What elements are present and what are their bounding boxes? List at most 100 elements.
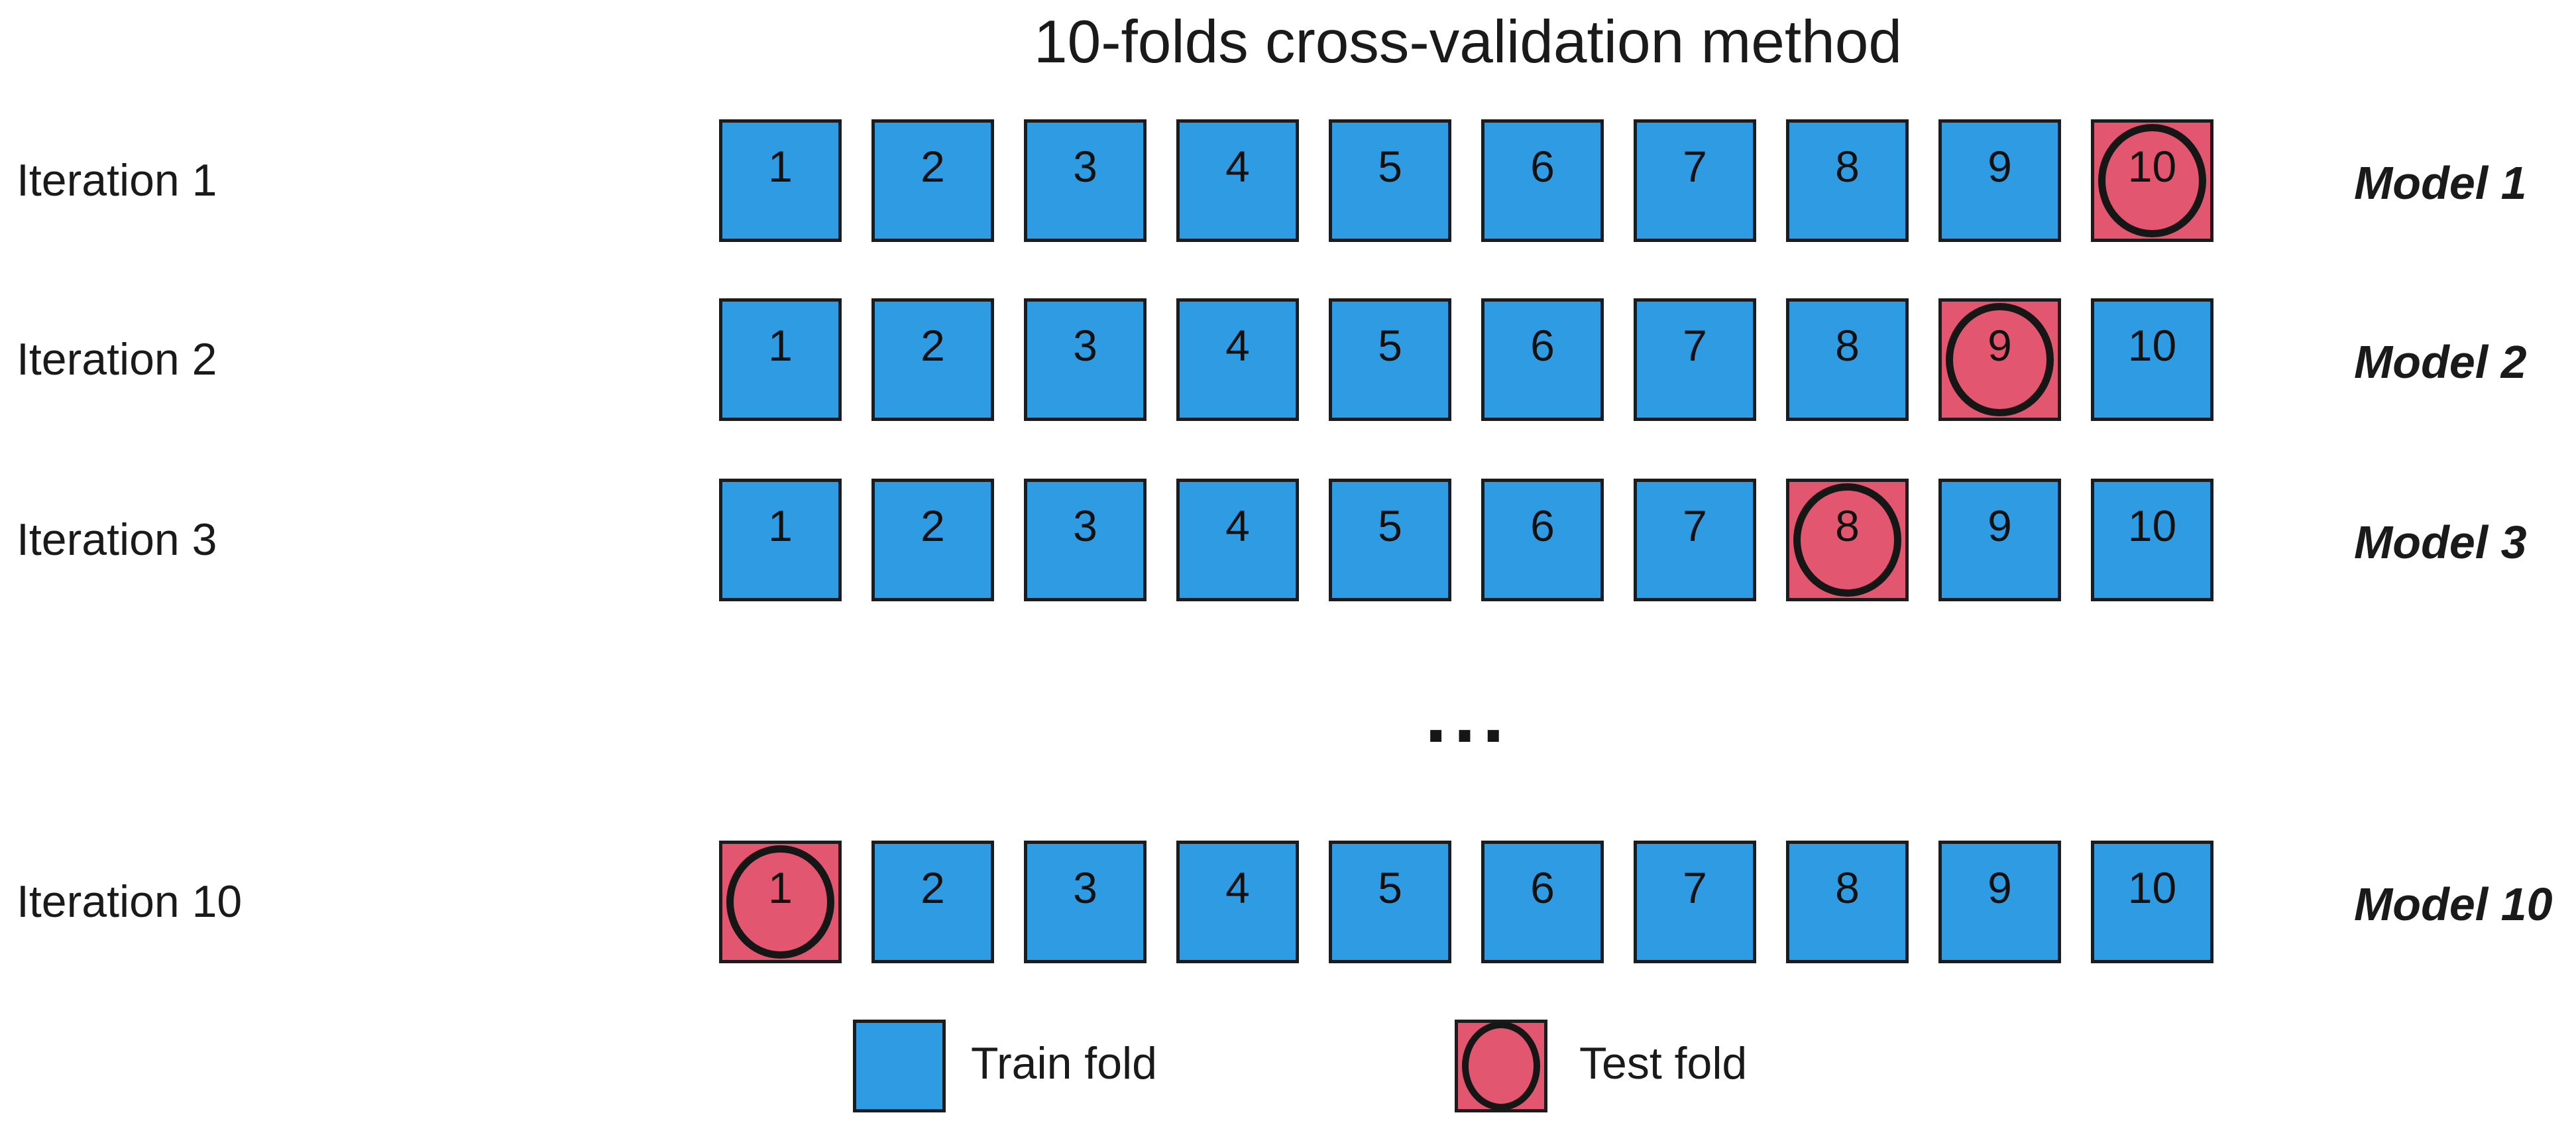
fold-row-iteration-1: 1 2 3 4 5 6 7 8 9 10 (719, 119, 2213, 242)
legend-train-swatch (853, 1020, 946, 1112)
model-1-label: Model 1 (2354, 157, 2527, 209)
fold-number: 4 (1225, 862, 1250, 912)
test-fold-cell: 10 (2091, 119, 2213, 242)
train-fold-cell: 8 (1786, 298, 1909, 421)
train-fold-cell: 5 (1329, 841, 1451, 963)
fold-number: 9 (1988, 862, 2012, 912)
train-fold-cell: 7 (1634, 841, 1756, 963)
fold-number: 3 (1073, 141, 1097, 191)
model-10-label: Model 10 (2354, 878, 2553, 930)
fold-number: 10 (2127, 320, 2177, 370)
fold-number: 2 (921, 862, 945, 912)
iteration-10-label: Iteration 10 (17, 876, 243, 927)
fold-number: 1 (768, 862, 793, 912)
fold-number: 7 (1683, 320, 1707, 370)
train-fold-cell: 7 (1634, 479, 1756, 601)
fold-number: 8 (1835, 320, 1860, 370)
train-fold-cell: 7 (1634, 119, 1756, 242)
train-fold-cell: 9 (1938, 119, 2061, 242)
fold-number: 6 (1530, 501, 1555, 550)
test-circle-icon (2098, 124, 2206, 237)
train-fold-cell: 6 (1481, 298, 1604, 421)
test-fold-cell: 8 (1786, 479, 1909, 601)
fold-number: 8 (1835, 501, 1860, 550)
fold-number: 4 (1225, 141, 1250, 191)
test-fold-cell: 1 (719, 841, 842, 963)
train-fold-cell: 3 (1024, 479, 1147, 601)
legend-test-label: Test fold (1579, 1038, 1748, 1089)
fold-number: 2 (921, 141, 945, 191)
train-fold-cell: 1 (719, 479, 842, 601)
fold-number: 6 (1530, 320, 1555, 370)
train-fold-cell: 5 (1329, 479, 1451, 601)
train-fold-cell: 8 (1786, 841, 1909, 963)
train-fold-cell: 10 (2091, 841, 2213, 963)
fold-row-iteration-10: 1 2 3 4 5 6 7 8 9 10 (719, 841, 2213, 963)
train-fold-cell: 6 (1481, 119, 1604, 242)
train-fold-cell: 8 (1786, 119, 1909, 242)
rows-ellipsis: ... (1424, 670, 1512, 759)
iteration-3-label: Iteration 3 (17, 514, 217, 565)
fold-number: 1 (768, 141, 793, 191)
fold-number: 1 (768, 320, 793, 370)
train-fold-cell: 4 (1176, 298, 1299, 421)
train-fold-cell: 1 (719, 298, 842, 421)
fold-number: 8 (1835, 862, 1860, 912)
model-3-label: Model 3 (2354, 516, 2527, 568)
iteration-2-label: Iteration 2 (17, 334, 217, 385)
train-fold-cell: 2 (871, 298, 994, 421)
fold-number: 5 (1378, 141, 1402, 191)
train-fold-cell: 6 (1481, 479, 1604, 601)
test-circle-icon (1793, 483, 1901, 597)
fold-number: 4 (1225, 501, 1250, 550)
fold-number: 2 (921, 320, 945, 370)
fold-number: 10 (2127, 141, 2177, 191)
fold-number: 7 (1683, 501, 1707, 550)
fold-number: 9 (1988, 141, 2012, 191)
fold-number: 9 (1988, 320, 2012, 370)
fold-number: 5 (1378, 320, 1402, 370)
train-fold-cell: 7 (1634, 298, 1756, 421)
test-fold-cell: 9 (1938, 298, 2061, 421)
train-fold-cell: 2 (871, 841, 994, 963)
fold-number: 6 (1530, 862, 1555, 912)
train-fold-cell: 3 (1024, 841, 1147, 963)
fold-number: 2 (921, 501, 945, 550)
iteration-1-label: Iteration 1 (17, 155, 217, 206)
fold-row-iteration-3: 1 2 3 4 5 6 7 8 9 10 (719, 479, 2213, 601)
train-fold-cell: 2 (871, 479, 994, 601)
fold-row-iteration-2: 1 2 3 4 5 6 7 8 9 10 (719, 298, 2213, 421)
fold-number: 8 (1835, 141, 1860, 191)
fold-number: 10 (2127, 501, 2177, 550)
test-circle-icon (726, 845, 834, 959)
train-fold-cell: 4 (1176, 479, 1299, 601)
fold-number: 1 (768, 501, 793, 550)
train-fold-cell: 4 (1176, 119, 1299, 242)
fold-number: 4 (1225, 320, 1250, 370)
train-fold-cell: 5 (1329, 119, 1451, 242)
train-fold-cell: 2 (871, 119, 994, 242)
train-fold-cell: 10 (2091, 298, 2213, 421)
fold-number: 5 (1378, 862, 1402, 912)
fold-number: 10 (2127, 862, 2177, 912)
train-fold-cell: 9 (1938, 841, 2061, 963)
train-fold-cell: 5 (1329, 298, 1451, 421)
train-fold-cell: 1 (719, 119, 842, 242)
fold-number: 9 (1988, 501, 2012, 550)
diagram-title: 10-folds cross-validation method (1033, 9, 1903, 76)
legend-train-label: Train fold (971, 1038, 1157, 1089)
fold-number: 7 (1683, 141, 1707, 191)
train-fold-cell: 3 (1024, 119, 1147, 242)
legend-test-swatch (1455, 1020, 1547, 1112)
fold-number: 7 (1683, 862, 1707, 912)
fold-number: 3 (1073, 320, 1097, 370)
train-fold-cell: 9 (1938, 479, 2061, 601)
fold-number: 3 (1073, 501, 1097, 550)
test-circle-icon (1462, 1022, 1540, 1110)
train-fold-cell: 10 (2091, 479, 2213, 601)
fold-number: 6 (1530, 141, 1555, 191)
model-2-label: Model 2 (2354, 336, 2527, 388)
fold-number: 5 (1378, 501, 1402, 550)
train-fold-cell: 6 (1481, 841, 1604, 963)
